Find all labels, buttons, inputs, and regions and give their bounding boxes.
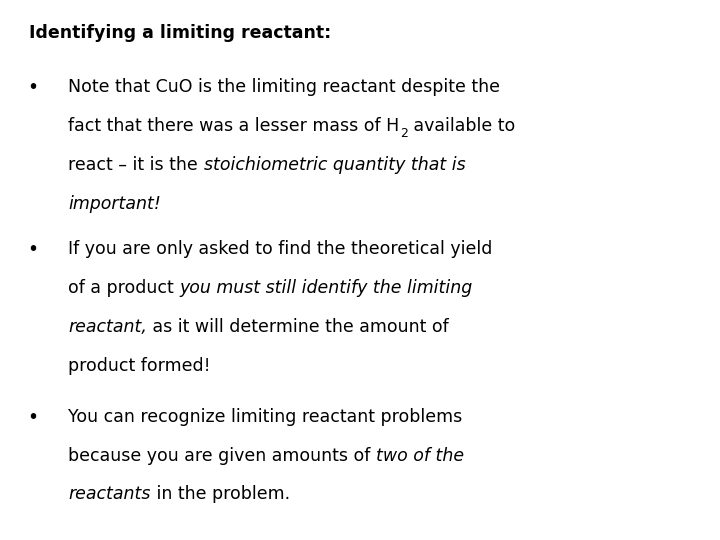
- Text: reactant,: reactant,: [68, 318, 148, 336]
- Text: stoichiometric quantity that is: stoichiometric quantity that is: [204, 156, 465, 174]
- Text: you must still identify the limiting: you must still identify the limiting: [180, 279, 473, 297]
- Text: of a product: of a product: [68, 279, 180, 297]
- Text: •: •: [27, 408, 38, 427]
- Text: because you are given amounts of: because you are given amounts of: [68, 447, 377, 464]
- Text: reactants: reactants: [68, 485, 150, 503]
- Text: You can recognize limiting reactant problems: You can recognize limiting reactant prob…: [68, 408, 463, 426]
- Text: •: •: [27, 78, 38, 97]
- Text: important!: important!: [68, 195, 161, 213]
- Text: two of the: two of the: [377, 447, 464, 464]
- Text: product formed!: product formed!: [68, 357, 211, 375]
- Text: as it will determine the amount of: as it will determine the amount of: [148, 318, 449, 336]
- Text: react – it is the: react – it is the: [68, 156, 204, 174]
- Text: If you are only asked to find the theoretical yield: If you are only asked to find the theore…: [68, 240, 492, 258]
- Text: 2: 2: [400, 127, 408, 140]
- Text: Note that CuO is the limiting reactant despite the: Note that CuO is the limiting reactant d…: [68, 78, 500, 96]
- Text: •: •: [27, 240, 38, 259]
- Text: Identifying a limiting reactant:: Identifying a limiting reactant:: [29, 24, 331, 42]
- Text: fact that there was a lesser mass of H: fact that there was a lesser mass of H: [68, 117, 400, 135]
- Text: available to: available to: [408, 117, 515, 135]
- Text: in the problem.: in the problem.: [150, 485, 290, 503]
